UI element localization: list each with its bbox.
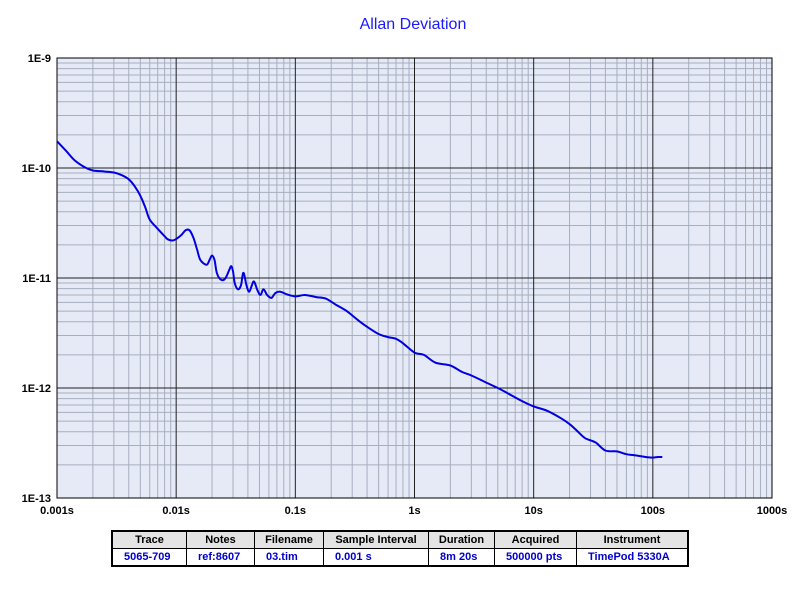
- x-tick-label: 0.001s: [40, 505, 74, 517]
- x-tick-label: 100s: [641, 505, 665, 517]
- header-trace: Trace: [113, 532, 187, 548]
- value-acquired: 500000 pts: [495, 549, 577, 566]
- info-table: Trace Notes Filename Sample Interval Dur…: [111, 530, 689, 567]
- value-instrument: TimePod 5330A: [588, 551, 670, 563]
- header-sample-interval: Sample Interval: [324, 532, 429, 548]
- plot-frame: [56, 57, 773, 499]
- y-tick-label: 1E-11: [22, 273, 51, 285]
- chart-title: Allan Deviation: [359, 16, 467, 33]
- x-tick-label: 0.1s: [285, 505, 306, 517]
- x-tick-label: 0.01s: [162, 505, 190, 517]
- header-instrument: Instrument: [603, 534, 661, 546]
- info-table-value-row: 5065-709 ref:8607 03.tim 0.001 s 8m 20s …: [113, 549, 687, 566]
- x-tick-label: 10s: [524, 505, 542, 517]
- header-notes: Notes: [187, 532, 255, 548]
- y-tick-label: 1E-10: [22, 163, 51, 175]
- x-tick-label: 1000s: [757, 505, 788, 517]
- value-duration: 8m 20s: [429, 549, 495, 566]
- header-acquired: Acquired: [495, 532, 577, 548]
- y-tick-label: 1E-9: [28, 53, 51, 65]
- header-filename: Filename: [255, 532, 324, 548]
- header-duration: Duration: [429, 532, 495, 548]
- value-trace: 5065-709: [113, 549, 187, 566]
- allan-deviation-series-line: [56, 140, 663, 459]
- value-filename: 03.tim: [255, 549, 324, 566]
- value-sample-interval: 0.001 s: [324, 549, 429, 566]
- value-notes: ref:8607: [187, 549, 255, 566]
- info-table-header-row: Trace Notes Filename Sample Interval Dur…: [113, 532, 687, 549]
- x-tick-label: 1s: [408, 505, 420, 517]
- y-tick-label: 1E-13: [22, 493, 51, 505]
- y-tick-label: 1E-12: [22, 383, 51, 395]
